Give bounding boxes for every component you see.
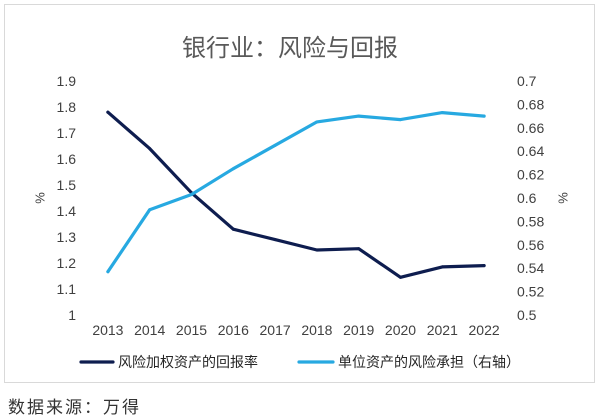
data-point bbox=[231, 167, 235, 171]
x-tick-label: 2020 bbox=[385, 322, 416, 338]
data-point bbox=[399, 275, 402, 279]
legend-item-risk-per-unit-asset: 单位资产的风险承担（右轴） bbox=[297, 354, 520, 370]
data-point bbox=[106, 270, 110, 274]
y-tick-label-right: 0.64 bbox=[517, 143, 544, 159]
data-point bbox=[190, 192, 193, 196]
data-point bbox=[315, 120, 319, 124]
y-tick-label-right: 0.7 bbox=[517, 73, 537, 89]
y-tick-label-right: 0.52 bbox=[517, 284, 544, 300]
data-point bbox=[148, 147, 152, 151]
legend-label: 风险加权资产的回报率 bbox=[118, 354, 258, 370]
chart-title: 银行业：风险与回报 bbox=[182, 35, 398, 62]
series-risk-per-unit-asset bbox=[106, 110, 486, 274]
x-tick-label: 2014 bbox=[134, 322, 165, 338]
y-tick-label-right: 0.62 bbox=[517, 167, 544, 183]
x-tick-label: 2019 bbox=[343, 322, 374, 338]
data-point bbox=[148, 208, 152, 212]
chart: 银行业：风险与回报 % % 1.91.81.71.61.51.41.31.21.… bbox=[4, 4, 595, 383]
data-point bbox=[273, 143, 277, 147]
series-line-return-on-rwa bbox=[106, 110, 486, 279]
x-tick-label: 2015 bbox=[176, 322, 207, 338]
y-axis-right-title: % bbox=[556, 192, 571, 204]
x-tick-label: 2017 bbox=[260, 322, 291, 338]
y-tick-label-left: 1.6 bbox=[57, 151, 77, 167]
x-tick-label: 2013 bbox=[92, 322, 123, 338]
y-tick-label-left: 1.8 bbox=[57, 99, 77, 115]
x-tick-label: 2018 bbox=[301, 322, 332, 338]
data-point bbox=[440, 265, 444, 269]
x-tick-label: 2021 bbox=[427, 322, 458, 338]
data-point bbox=[399, 118, 402, 122]
x-tick-label: 2022 bbox=[469, 322, 500, 338]
source-note: 数据来源：万得 bbox=[8, 398, 141, 418]
y-tick-label-right: 0.58 bbox=[517, 213, 544, 229]
data-point bbox=[357, 114, 361, 118]
y-tick-label-left: 1 bbox=[68, 307, 76, 323]
y-tick-label-left: 1.5 bbox=[57, 177, 77, 193]
data-point bbox=[315, 248, 319, 252]
y-tick-label-right: 0.6 bbox=[517, 190, 537, 206]
x-tick-label: 2016 bbox=[218, 322, 249, 338]
x-axis: 2013 2014 2015 2016 2017 2018 2019 2020 2021 2022 bbox=[92, 322, 500, 338]
y-tick-label-left: 1.1 bbox=[57, 281, 77, 297]
data-point bbox=[440, 111, 444, 115]
data-point bbox=[357, 247, 361, 251]
data-point bbox=[482, 264, 486, 268]
legend: 风险加权资产的回报率 单位资产的风险承担（右轴） bbox=[79, 354, 520, 370]
y-tick-label-left: 1.3 bbox=[57, 229, 77, 245]
y-tick-label-left: 1.7 bbox=[57, 125, 77, 141]
chart-frame bbox=[4, 4, 595, 383]
data-point bbox=[231, 227, 235, 231]
legend-item-return-on-rwa: 风险加权资产的回报率 bbox=[79, 354, 258, 370]
y-tick-label-left: 1.4 bbox=[57, 203, 77, 219]
y-tick-label-left: 1.9 bbox=[57, 73, 77, 89]
y-axis-left-title: % bbox=[33, 192, 48, 204]
y-tick-label-left: 1.2 bbox=[57, 255, 77, 271]
data-point bbox=[273, 238, 277, 242]
legend-label: 单位资产的风险承担（右轴） bbox=[338, 354, 520, 370]
y-tick-label-right: 0.66 bbox=[517, 120, 544, 136]
y-axis-left: 1.9 1.8 1.7 1.6 1.5 1.4 1.3 1.2 1.1 1 bbox=[57, 73, 77, 323]
data-point bbox=[106, 110, 110, 114]
y-tick-label-right: 0.5 bbox=[517, 307, 537, 323]
series-line-risk-per-unit-asset bbox=[106, 110, 486, 274]
data-point bbox=[482, 114, 486, 118]
y-tick-label-right: 0.68 bbox=[517, 96, 544, 112]
y-axis-right: 0.7 0.68 0.66 0.64 0.62 0.6 0.58 0.56 0.54 0.52 0.… bbox=[517, 73, 544, 323]
y-tick-label-right: 0.54 bbox=[517, 260, 544, 276]
plot-series bbox=[106, 110, 486, 279]
y-tick-label-right: 0.56 bbox=[517, 237, 544, 253]
